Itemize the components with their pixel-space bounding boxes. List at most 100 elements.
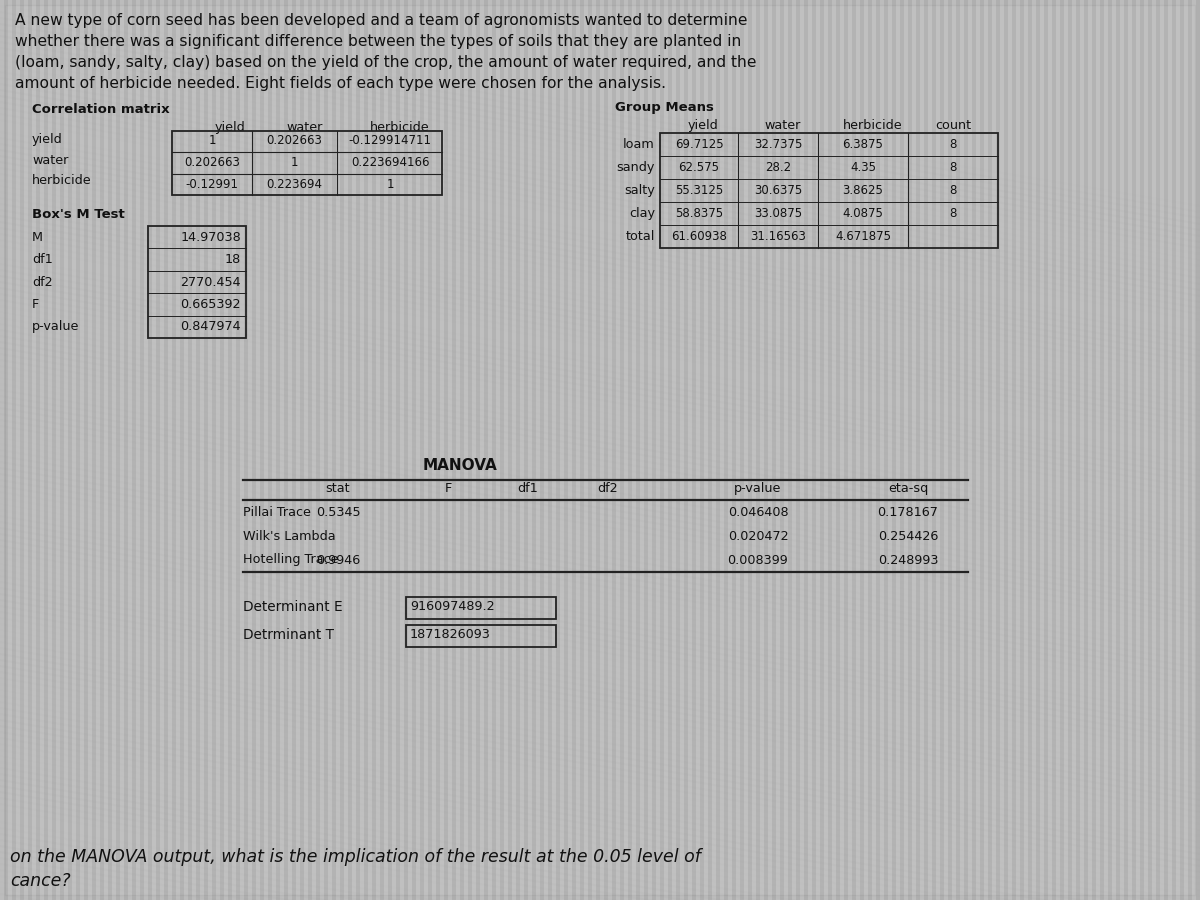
Bar: [88, 0, 92, 900]
Text: salty: salty: [624, 184, 655, 197]
Bar: [764, 0, 768, 900]
Bar: [260, 0, 264, 900]
Bar: [92, 0, 96, 900]
Bar: [340, 0, 344, 900]
Bar: [1092, 0, 1096, 900]
Bar: [44, 0, 48, 900]
Bar: [416, 0, 420, 900]
Text: 0.665392: 0.665392: [180, 298, 241, 310]
Bar: [1056, 0, 1060, 900]
Bar: [300, 0, 304, 900]
Text: Detrminant T: Detrminant T: [242, 628, 334, 642]
Text: Box's M Test: Box's M Test: [32, 208, 125, 221]
Text: 3.8625: 3.8625: [842, 184, 883, 197]
Bar: [72, 0, 76, 900]
Text: 0.223694: 0.223694: [266, 177, 322, 191]
Bar: [860, 0, 864, 900]
Bar: [640, 0, 644, 900]
Bar: [916, 0, 920, 900]
Bar: [884, 0, 888, 900]
Text: 28.2: 28.2: [764, 161, 791, 174]
Bar: [928, 0, 932, 900]
Bar: [460, 0, 464, 900]
Bar: [404, 0, 408, 900]
Bar: [996, 0, 1000, 900]
Text: yield: yield: [32, 133, 62, 147]
Bar: [1100, 0, 1104, 900]
Bar: [828, 0, 832, 900]
Bar: [1192, 0, 1196, 900]
Bar: [612, 0, 616, 900]
Bar: [428, 0, 432, 900]
Bar: [328, 0, 332, 900]
Bar: [608, 0, 612, 900]
Bar: [464, 0, 468, 900]
Bar: [188, 0, 192, 900]
Bar: [960, 0, 964, 900]
Bar: [564, 0, 568, 900]
Bar: [344, 0, 348, 900]
Bar: [236, 0, 240, 900]
Bar: [904, 0, 908, 900]
Bar: [20, 0, 24, 900]
Bar: [836, 0, 840, 900]
Bar: [100, 0, 104, 900]
Bar: [280, 0, 284, 900]
Bar: [1196, 0, 1200, 900]
Bar: [664, 0, 668, 900]
Bar: [796, 0, 800, 900]
Bar: [1128, 0, 1132, 900]
Bar: [152, 0, 156, 900]
Text: 1871826093: 1871826093: [410, 628, 491, 641]
Bar: [532, 0, 536, 900]
Bar: [1136, 0, 1140, 900]
Bar: [444, 0, 448, 900]
Text: 30.6375: 30.6375: [754, 184, 802, 197]
Bar: [972, 0, 976, 900]
Bar: [132, 0, 136, 900]
Bar: [1068, 0, 1072, 900]
Bar: [0, 0, 4, 900]
Bar: [180, 0, 184, 900]
Bar: [172, 0, 176, 900]
Text: 32.7375: 32.7375: [754, 138, 802, 151]
Bar: [448, 0, 452, 900]
Bar: [172, 131, 442, 195]
Bar: [528, 0, 532, 900]
Bar: [800, 0, 804, 900]
Text: sandy: sandy: [617, 161, 655, 174]
Text: Correlation matrix: Correlation matrix: [32, 103, 169, 116]
Bar: [1052, 0, 1056, 900]
Bar: [592, 0, 596, 900]
Bar: [908, 0, 912, 900]
Bar: [688, 0, 692, 900]
Bar: [1132, 0, 1136, 900]
Bar: [1120, 0, 1124, 900]
Bar: [36, 0, 40, 900]
Text: 18: 18: [224, 253, 241, 266]
Bar: [552, 0, 556, 900]
Bar: [168, 0, 172, 900]
Bar: [1176, 0, 1180, 900]
Text: F: F: [32, 298, 40, 310]
Text: df1: df1: [32, 253, 53, 266]
Bar: [1020, 0, 1024, 900]
Bar: [60, 0, 64, 900]
Text: 33.0875: 33.0875: [754, 207, 802, 220]
Bar: [948, 0, 952, 900]
Bar: [660, 133, 998, 248]
Bar: [692, 0, 696, 900]
Text: 1: 1: [209, 134, 216, 148]
Text: 0.202663: 0.202663: [266, 134, 322, 148]
Bar: [104, 0, 108, 900]
Bar: [956, 0, 960, 900]
Text: Group Means: Group Means: [616, 101, 714, 114]
Bar: [656, 0, 660, 900]
Bar: [804, 0, 808, 900]
Bar: [412, 0, 416, 900]
Bar: [216, 0, 220, 900]
Bar: [516, 0, 520, 900]
Bar: [704, 0, 708, 900]
Bar: [920, 0, 924, 900]
Text: 62.575: 62.575: [678, 161, 720, 174]
